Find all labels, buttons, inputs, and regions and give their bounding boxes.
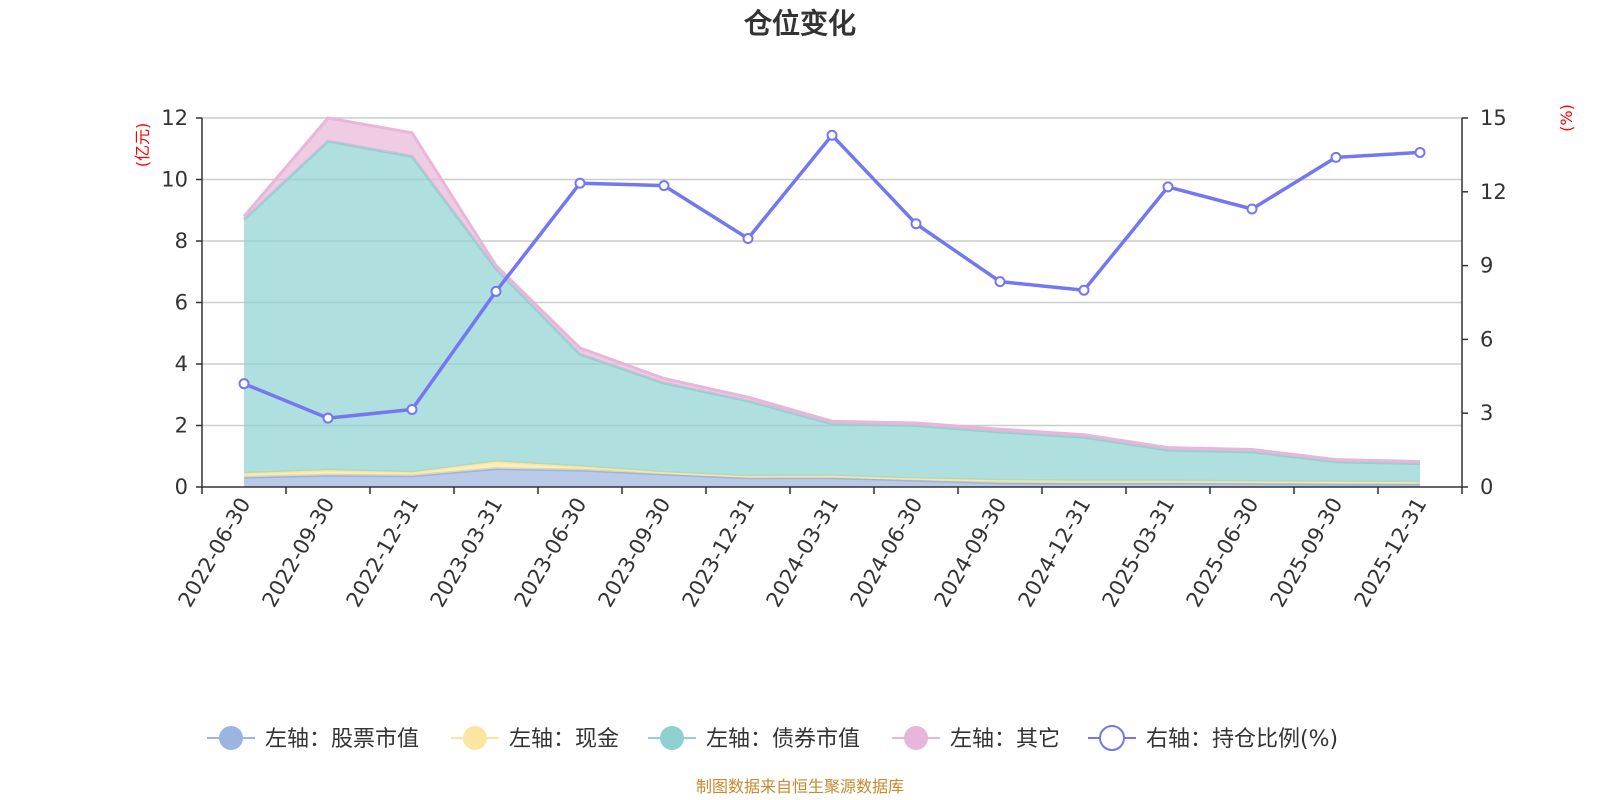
- ratio-point: [1246, 203, 1258, 215]
- left-tick-label: 6: [175, 291, 188, 315]
- left-tick-label: 4: [175, 352, 188, 376]
- left-tick-label: 10: [161, 168, 188, 192]
- left-tick-label: 2: [175, 414, 188, 438]
- right-axis-name: (%): [1557, 104, 1576, 132]
- left-axis-name: (亿元): [133, 123, 152, 168]
- chart-title: 仓位变化: [744, 7, 856, 40]
- ratio-point: [1162, 181, 1174, 193]
- legend: 左轴：股票市值 左轴：现金 左轴：债券市值 左轴：其它 右轴：持仓比例(%): [207, 725, 1338, 752]
- x-tick-label: 2024-12-31: [1014, 494, 1096, 612]
- legend-label-other: 左轴：其它: [950, 727, 1060, 752]
- x-tick-label: 2025-03-31: [1098, 494, 1180, 612]
- ratio-point: [1330, 151, 1342, 163]
- legend-marker-other: [904, 726, 928, 750]
- left-tick-label: 0: [175, 475, 188, 499]
- legend-marker-cash: [463, 726, 487, 750]
- area-bond: [244, 141, 1420, 483]
- ratio-point: [826, 129, 838, 141]
- ratio-point: [406, 404, 418, 416]
- right-tick-label: 12: [1480, 180, 1507, 204]
- right-tick-label: 3: [1480, 401, 1493, 425]
- right-tick-label: 0: [1480, 475, 1493, 499]
- ratio-point: [658, 180, 670, 192]
- ratio-point: [322, 412, 334, 424]
- right-tick-label: 15: [1480, 106, 1507, 130]
- legend-marker-bond: [660, 726, 684, 750]
- x-tick-label: 2022-06-30: [174, 494, 256, 612]
- area-line-other: [242, 116, 1421, 463]
- left-tick-label: 12: [161, 106, 188, 130]
- legend-marker-stock: [219, 726, 243, 750]
- ratio-point: [574, 177, 586, 189]
- legend-label-cash: 左轴：现金: [509, 727, 619, 752]
- ratio-point: [490, 285, 502, 297]
- x-tick-label: 2025-09-30: [1266, 494, 1348, 612]
- right-tick-label: 9: [1480, 254, 1493, 278]
- x-tick-label: 2023-03-31: [426, 494, 508, 612]
- x-tick-label: 2024-06-30: [846, 494, 928, 612]
- area-cash: [244, 461, 1420, 484]
- legend-marker-ratio: [1099, 725, 1125, 751]
- legend-label-ratio: 右轴：持仓比例(%): [1146, 727, 1338, 752]
- ratio-point: [1078, 284, 1090, 296]
- x-tick-label: 2023-06-30: [510, 494, 592, 612]
- x-tick-label: 2025-06-30: [1182, 494, 1264, 612]
- x-tick-label: 2022-09-30: [258, 494, 340, 612]
- x-tick-label: 2023-12-31: [678, 494, 760, 612]
- x-tick-label: 2022-12-31: [342, 494, 424, 612]
- ratio-point: [994, 276, 1006, 288]
- area-series: [242, 116, 1421, 487]
- ratio-point: [910, 218, 922, 230]
- x-tick-label: 2025-12-31: [1350, 494, 1432, 612]
- ratio-point: [1414, 146, 1426, 158]
- x-tick-label: 2024-03-31: [762, 494, 844, 612]
- ratio-point: [742, 233, 754, 245]
- right-tick-label: 6: [1480, 327, 1493, 351]
- legend-label-stock: 左轴：股票市值: [265, 727, 419, 752]
- ratio-line-series: [238, 129, 1426, 424]
- left-tick-label: 8: [175, 229, 188, 253]
- x-tick-label: 2023-09-30: [594, 494, 676, 612]
- source-note: 制图数据来自恒生聚源数据库: [696, 777, 904, 796]
- legend-label-bond: 左轴：债券市值: [706, 727, 860, 752]
- ratio-point: [238, 378, 250, 390]
- x-tick-label: 2024-09-30: [930, 494, 1012, 612]
